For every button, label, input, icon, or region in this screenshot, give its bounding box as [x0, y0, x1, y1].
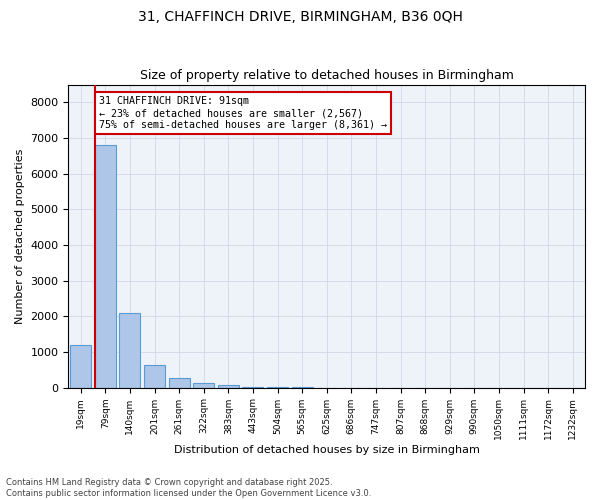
Bar	[95, 145, 116, 388]
Y-axis label: Number of detached properties: Number of detached properties	[15, 148, 25, 324]
X-axis label: Distribution of detached houses by size in Birmingham: Distribution of detached houses by size …	[174, 445, 479, 455]
Title: Size of property relative to detached houses in Birmingham: Size of property relative to detached ho…	[140, 69, 514, 82]
Bar	[70, 345, 91, 388]
Text: Contains HM Land Registry data © Crown copyright and database right 2025.
Contai: Contains HM Land Registry data © Crown c…	[6, 478, 371, 498]
Bar	[267, 387, 288, 388]
Bar	[144, 365, 165, 388]
Bar	[193, 384, 214, 388]
Bar	[169, 378, 190, 388]
Bar	[119, 312, 140, 388]
Text: 31, CHAFFINCH DRIVE, BIRMINGHAM, B36 0QH: 31, CHAFFINCH DRIVE, BIRMINGHAM, B36 0QH	[137, 10, 463, 24]
Text: 31 CHAFFINCH DRIVE: 91sqm
← 23% of detached houses are smaller (2,567)
75% of se: 31 CHAFFINCH DRIVE: 91sqm ← 23% of detac…	[98, 96, 386, 130]
Bar	[218, 386, 239, 388]
Bar	[242, 386, 263, 388]
